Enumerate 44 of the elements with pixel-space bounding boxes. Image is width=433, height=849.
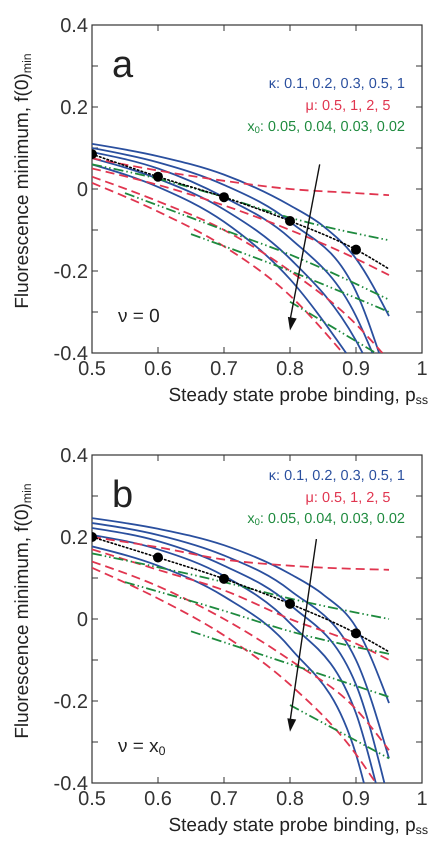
- annotation: ν = x$_{0}$: [118, 736, 166, 758]
- line-series: [92, 552, 390, 620]
- x-tick-label: 1: [416, 358, 428, 380]
- y-tick-label: 0.2: [60, 97, 88, 119]
- annotation: κ: 0.1, 0.2, 0.3, 0.5, 1: [268, 76, 405, 92]
- point: [153, 172, 163, 182]
- x-axis-title: Steady state probe binding, p$_{ss}$: [168, 815, 428, 837]
- x-tick-label: 0.6: [144, 358, 172, 380]
- line-series: [92, 164, 390, 242]
- point: [351, 628, 361, 638]
- x-tick-label: 0.7: [210, 788, 238, 810]
- line-series: [92, 548, 390, 661]
- annotation: x$_{0}$: 0.05, 0.04, 0.03, 0.02: [247, 511, 405, 528]
- point: [153, 552, 163, 562]
- point: [219, 192, 229, 202]
- x-axis-title: Steady state probe binding, p$_{ss}$: [168, 385, 428, 407]
- annotation: x$_{0}$: 0.05, 0.04, 0.03, 0.02: [247, 119, 405, 136]
- y-tick-label: 0: [76, 609, 88, 631]
- x-tick-label: 0.6: [144, 788, 172, 810]
- text: b: [112, 474, 134, 516]
- x-tick-label: 0.8: [276, 358, 304, 380]
- line-series: [124, 192, 390, 301]
- y-tick-label: 0.2: [60, 527, 88, 549]
- annotation: μ: 0.5, 1, 2, 5: [306, 98, 390, 114]
- text: a: [112, 44, 134, 86]
- x-tick-label: 0.8: [276, 788, 304, 810]
- point: [285, 598, 295, 609]
- x-tick-label: 0.9: [342, 358, 370, 380]
- annotation: μ: 0.5, 1, 2, 5: [306, 490, 390, 506]
- annotation: ν = 0: [118, 306, 160, 327]
- y-tick-label: 0: [76, 179, 88, 201]
- y-tick-label: -0.2: [54, 691, 88, 713]
- annotation: κ: 0.1, 0.2, 0.3, 0.5, 1: [268, 468, 405, 484]
- point: [285, 216, 295, 226]
- line-series: [124, 581, 390, 655]
- y-tick-label: -0.2: [54, 261, 88, 283]
- x-tick-label: 1: [416, 788, 428, 810]
- y-tick-label: 0.4: [60, 445, 88, 467]
- x-tick-label: 0.7: [210, 358, 238, 380]
- y-tick-label: 0.4: [60, 15, 88, 37]
- line-series: [92, 168, 390, 276]
- x-tick-label: 0.9: [342, 788, 370, 810]
- point: [219, 574, 229, 584]
- point: [351, 244, 361, 255]
